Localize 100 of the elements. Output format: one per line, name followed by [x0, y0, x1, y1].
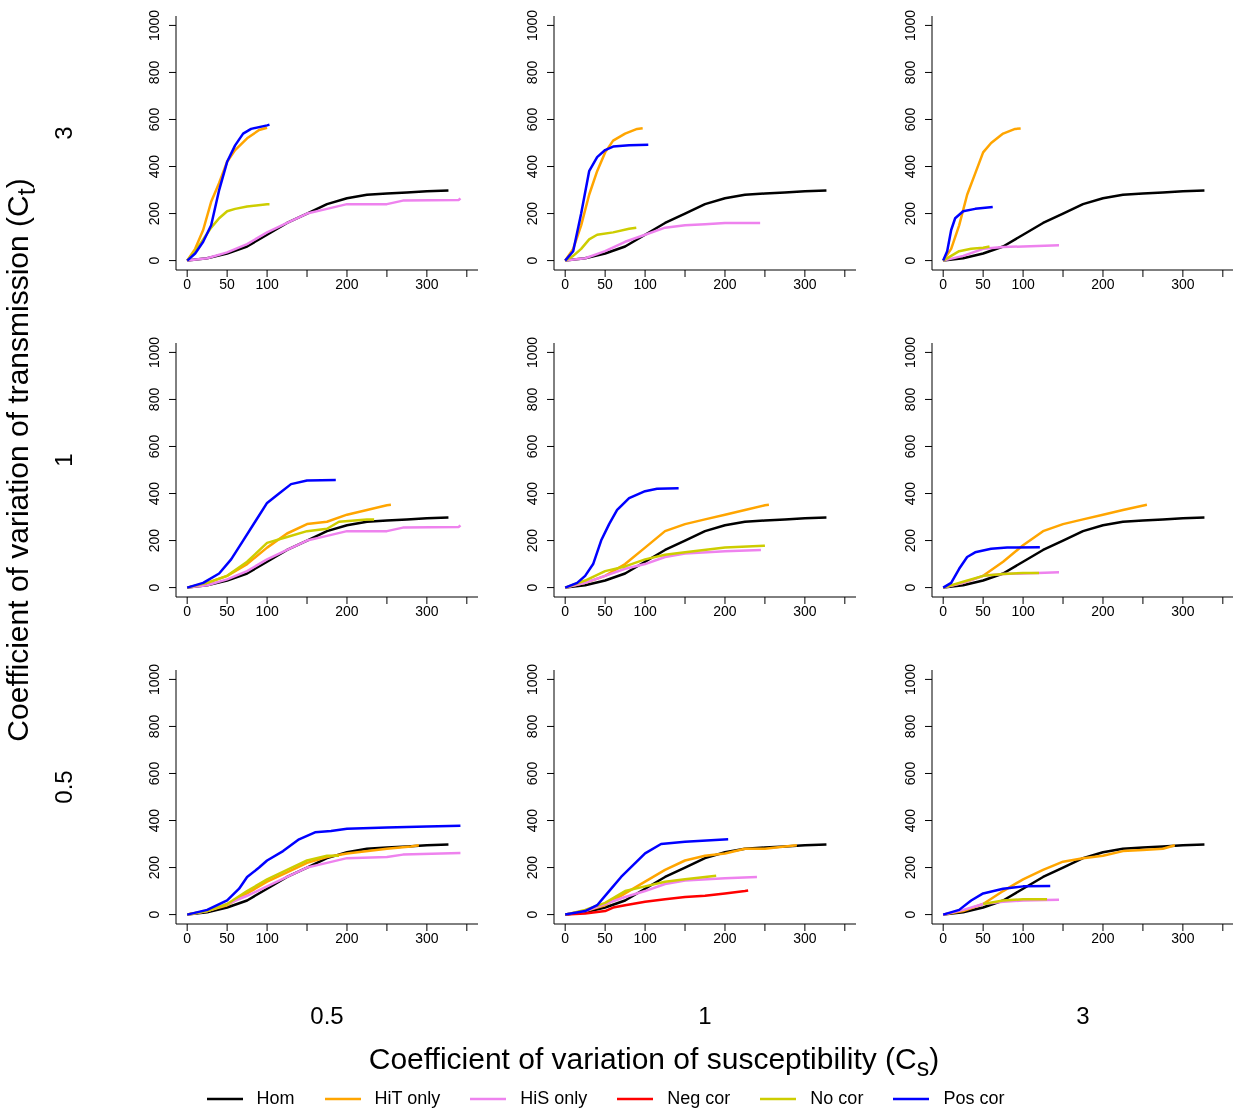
x-tick-label: 50 [597, 275, 614, 292]
x-tick-label: 50 [219, 929, 236, 946]
y-tick-label: 200 [902, 855, 918, 880]
y-tick-label: 800 [902, 387, 918, 412]
y-tick-label: 200 [146, 855, 162, 880]
x-tick-label: 0 [183, 929, 192, 946]
y-tick-label: 200 [524, 528, 540, 553]
y-tick-label: 1000 [146, 336, 162, 368]
y-tick-label: 0 [146, 256, 162, 265]
legend-label: Hom [256, 1088, 295, 1109]
y-tick-label: 1000 [902, 9, 918, 41]
x-tick-label: 0 [939, 602, 948, 619]
x-tick-label: 200 [335, 929, 359, 946]
legend-label: No cor [810, 1088, 864, 1109]
y-tick-label: 0 [902, 256, 918, 265]
y-tick-label: 0 [524, 910, 540, 919]
y-tick-label: 1000 [524, 663, 540, 695]
y-tick-label: 800 [146, 387, 162, 412]
x-tick-label: 300 [415, 602, 439, 619]
x-tick-label: 200 [713, 602, 737, 619]
x-tick-label: 100 [1011, 602, 1035, 619]
x-tick-label: 200 [335, 275, 359, 292]
x-axis-title: 1 [697, 1002, 713, 1030]
y-tick-label: 600 [524, 434, 540, 459]
y-tick-label: 200 [902, 201, 918, 226]
x-tick-label: 100 [1011, 929, 1035, 946]
x-tick-label: 0 [561, 275, 570, 292]
y-tick-label: 600 [524, 761, 540, 786]
y-tick-label: 800 [902, 714, 918, 739]
legend-label: HiT only [374, 1088, 441, 1109]
y-tick-label: 400 [524, 154, 540, 179]
legend-label: HiS only [520, 1088, 588, 1109]
y-tick-label: 400 [524, 481, 540, 506]
y-tick-label: 600 [902, 107, 918, 132]
y-tick-label: 600 [146, 434, 162, 459]
y-tick-label: 1000 [902, 336, 918, 368]
x-tick-label: 200 [1091, 275, 1115, 292]
y-tick-label: 600 [146, 107, 162, 132]
x-tick-label: 100 [633, 275, 657, 292]
y-tick-label: 400 [146, 481, 162, 506]
x-tick-label: 300 [1171, 275, 1195, 292]
y-tick-label: 800 [146, 714, 162, 739]
y-tick-label: 400 [146, 808, 162, 833]
y-tick-label: 800 [524, 60, 540, 85]
y-tick-label: 600 [902, 434, 918, 459]
x-tick-label: 100 [255, 275, 279, 292]
x-tick-label: 300 [793, 275, 817, 292]
x-tick-label: 0 [183, 602, 192, 619]
y-tick-label: 600 [902, 761, 918, 786]
text: Coefficient of variation of susceptibility (C$_{s}$) [367, 1042, 941, 1082]
y-tick-label: 1000 [902, 663, 918, 695]
y-axis-title: 1 [50, 453, 78, 467]
y-tick-label: 600 [524, 107, 540, 132]
y-tick-label: 800 [902, 60, 918, 85]
y-tick-label: 0 [902, 583, 918, 592]
x-tick-label: 0 [561, 602, 570, 619]
x-tick-label: 50 [597, 602, 614, 619]
y-tick-label: 0 [902, 910, 918, 919]
x-tick-label: 50 [219, 275, 236, 292]
y-axis-title: 0.5 [50, 770, 78, 804]
x-tick-label: 100 [633, 602, 657, 619]
y-tick-label: 600 [146, 761, 162, 786]
y-tick-label: 1000 [524, 336, 540, 368]
legend-label: Neg cor [667, 1088, 731, 1109]
x-tick-label: 300 [793, 602, 817, 619]
x-tick-label: 50 [975, 929, 992, 946]
x-axis-title: 0.5 [309, 1002, 345, 1030]
y-tick-label: 0 [524, 256, 540, 265]
y-tick-label: 1000 [146, 9, 162, 41]
y-tick-label: 400 [524, 808, 540, 833]
y-tick-label: 400 [146, 154, 162, 179]
x-tick-label: 200 [713, 275, 737, 292]
x-tick-label: 100 [255, 929, 279, 946]
y-tick-label: 200 [524, 855, 540, 880]
x-tick-label: 300 [793, 929, 817, 946]
legend-label: Pos cor [943, 1088, 1005, 1109]
y-tick-label: 800 [146, 60, 162, 85]
y-tick-label: 0 [146, 910, 162, 919]
x-tick-label: 100 [255, 602, 279, 619]
y-tick-label: 0 [146, 583, 162, 592]
x-tick-label: 50 [975, 275, 992, 292]
y-tick-label: 400 [902, 808, 918, 833]
y-tick-label: 200 [902, 528, 918, 553]
x-tick-label: 300 [1171, 929, 1195, 946]
y-tick-label: 800 [524, 714, 540, 739]
y-tick-label: 0 [524, 583, 540, 592]
x-tick-label: 200 [713, 929, 737, 946]
x-tick-label: 300 [415, 929, 439, 946]
y-tick-label: 800 [524, 387, 540, 412]
y-tick-label: 400 [902, 154, 918, 179]
x-tick-label: 0 [183, 275, 192, 292]
x-tick-label: 300 [415, 275, 439, 292]
x-tick-label: 50 [219, 602, 236, 619]
x-tick-label: 100 [633, 929, 657, 946]
y-axis-title: 3 [50, 126, 78, 140]
y-tick-label: 200 [146, 201, 162, 226]
y-tick-label: 200 [146, 528, 162, 553]
y-tick-label: 200 [524, 201, 540, 226]
x-tick-label: 300 [1171, 602, 1195, 619]
y-tick-label: 1000 [146, 663, 162, 695]
